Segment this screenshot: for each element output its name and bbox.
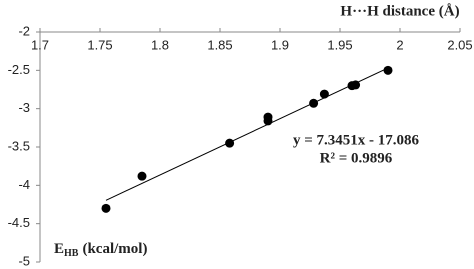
y-label-unit: (kcal/mol) xyxy=(82,241,147,257)
x-tick-label: 1.8 xyxy=(151,37,169,52)
x-tick-label: 1.85 xyxy=(207,37,232,52)
x-tick-label: 2.05 xyxy=(447,37,472,52)
point xyxy=(319,89,329,99)
y-label-sub: HB xyxy=(64,248,79,259)
y-tick-label: -3 xyxy=(18,100,30,115)
point xyxy=(137,171,147,181)
trendline xyxy=(105,67,389,201)
equation: y = 7.3451x - 17.086 xyxy=(293,132,420,148)
x-tick-label: 1.7 xyxy=(31,37,49,52)
point xyxy=(351,80,361,90)
y-tick-label: -4.5 xyxy=(8,215,30,230)
r-squared: R² = 0.9896 xyxy=(320,150,393,166)
x-tick-label: 1.95 xyxy=(327,37,352,52)
y-tick-label: -5 xyxy=(18,253,30,268)
y-tick-label: -2.5 xyxy=(8,62,30,77)
x-tick-label: 1.75 xyxy=(87,37,112,52)
y-tick-label: -2 xyxy=(18,23,30,38)
x-axis-label: H···H distance (Å) xyxy=(340,3,459,19)
y-tick-label: -4 xyxy=(18,177,30,192)
x-tick-label: 1.9 xyxy=(271,37,289,52)
point xyxy=(263,116,273,126)
point xyxy=(383,65,393,75)
y-axis-label: EHB (kcal/mol) xyxy=(54,241,147,259)
x-tick-label: 2 xyxy=(396,37,403,52)
point xyxy=(225,138,235,148)
point xyxy=(101,203,111,213)
y-tick-label: -3.5 xyxy=(8,138,30,153)
y-label-main: E xyxy=(54,241,64,257)
point xyxy=(309,98,319,108)
